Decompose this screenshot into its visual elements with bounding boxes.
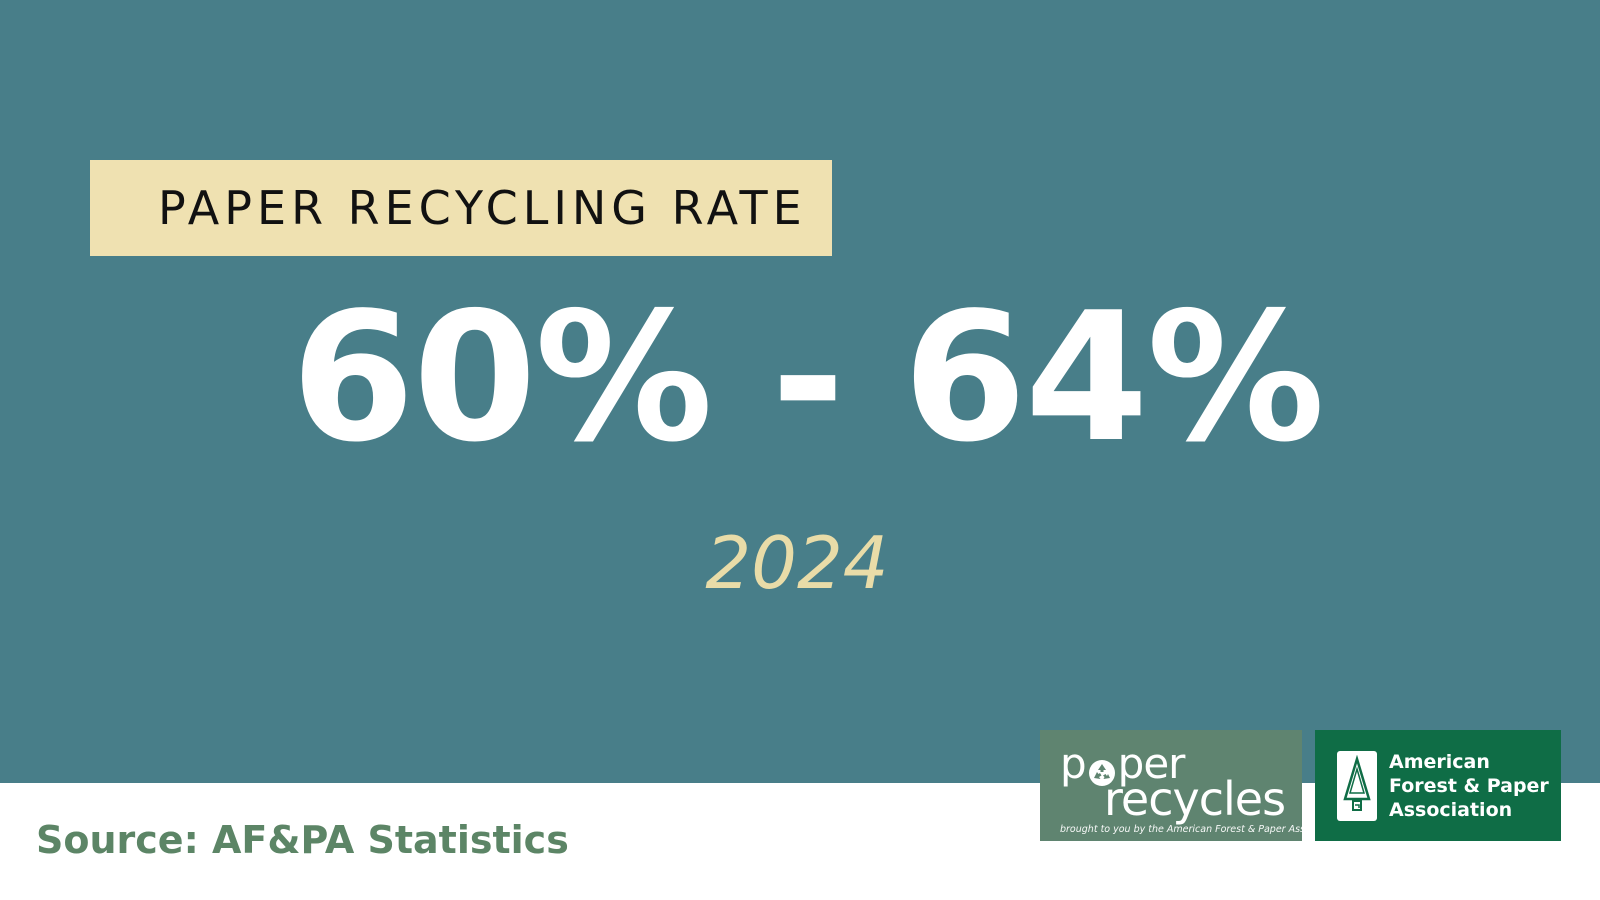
paper-recycles-wordmark-line1: p per (1060, 739, 1288, 788)
afpa-line-3: Association (1389, 798, 1513, 821)
afpa-wordmark: American Forest & Paper Association (1389, 750, 1549, 822)
paper-recycles-logo: p per recycles brought to you by the Ame… (1040, 730, 1302, 841)
paper-recycles-wordmark-line2: recycles (1104, 772, 1286, 826)
afpa-line-1: American (1389, 750, 1490, 773)
page-title: PAPER RECYCLING RATE (158, 181, 807, 235)
afpa-line-2: Forest & Paper (1389, 774, 1549, 797)
source-caption: Source: AF&PA Statistics (36, 818, 569, 862)
paper-recycles-word-start: p (1060, 739, 1087, 788)
recycle-icon (1088, 753, 1116, 786)
paper-recycles-word-end: per (1117, 739, 1186, 788)
afpa-logo: American Forest & Paper Association (1315, 730, 1561, 841)
hero-banner: PAPER RECYCLING RATE 60% - 64% 2024 (0, 0, 1600, 783)
tree-icon (1337, 750, 1377, 821)
title-badge: PAPER RECYCLING RATE (90, 160, 832, 256)
year-label: 2024 (705, 521, 889, 605)
paper-recycles-tagline: brought to you by the American Forest & … (1060, 824, 1302, 835)
recycling-rate-value: 60% - 64% (291, 274, 1325, 481)
